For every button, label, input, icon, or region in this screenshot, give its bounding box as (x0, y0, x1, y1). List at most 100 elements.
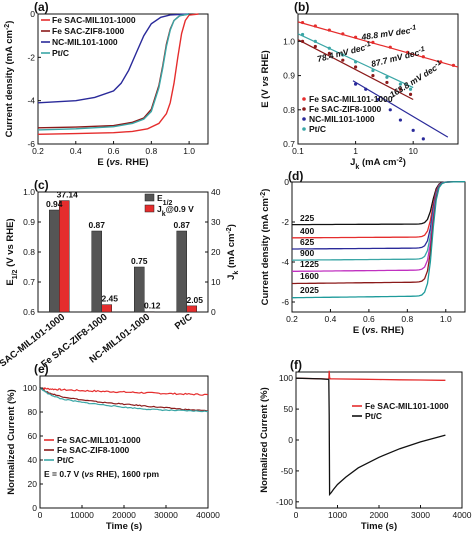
x-tick-label: 0.2 (32, 146, 44, 156)
y-tick-label: 0.7 (23, 277, 35, 287)
x-axis-label: E (vs. RHE) (97, 157, 148, 168)
y-tick-label: -6 (27, 139, 35, 149)
line-series-3 (37, 13, 190, 131)
fit-line-2 (352, 80, 449, 138)
x-tick-label: 30000 (154, 510, 178, 520)
y-axis-label-part: -2 (4, 24, 11, 30)
panel-b-frame (297, 13, 459, 145)
x-axis-label-part: E ( (353, 325, 366, 336)
scatter-point (327, 51, 331, 55)
y-axis-label-part: Current density (mA cm (260, 198, 271, 305)
category-label: Pt/C (173, 312, 195, 332)
x-tick-label: 0 (294, 510, 299, 520)
methanol-series-1 (295, 377, 446, 497)
legend-label: E1/2 (157, 193, 173, 207)
panel-f: 0 1000 2000 3000 4000 -100 -50 0 50 100(f) Normali… (259, 358, 472, 532)
bar-value-label: 2.45 (101, 294, 118, 304)
y2-tick-label: 0 (211, 307, 216, 317)
legend-label: Pt/C (309, 124, 326, 134)
rpm-curve-6 (292, 181, 465, 299)
x-tick-label: 3000 (411, 510, 430, 520)
fit-line-1 (297, 39, 414, 101)
rpm-label: 2025 (300, 285, 319, 295)
legend-label: NC-MIL101-1000 (52, 37, 118, 47)
bar-jk (144, 311, 155, 313)
x-axis-label-part: vs. (365, 325, 378, 336)
x-tick-label: 40000 (196, 510, 220, 520)
y-tick-label: -6 (281, 297, 289, 307)
rpm-label: 400 (300, 226, 314, 236)
legend-label: Pt/C (52, 48, 69, 58)
x-tick-label: 1 (353, 146, 358, 156)
legend-label: Fe SAC-MIL101-1000 (309, 94, 393, 104)
y2-axis-label: Jk (mA cm-2) (226, 224, 240, 280)
bar-value-label: 0.75 (131, 256, 148, 266)
y-tick-label: 0 (284, 177, 289, 187)
bar-jk (186, 305, 197, 313)
scatter-point (408, 92, 413, 96)
y-tick-label: 0.8 (283, 105, 295, 115)
y2-axis-label-part: k (233, 271, 240, 275)
legend-label: Pt/C (57, 455, 74, 465)
legend-label-part: E (157, 193, 163, 203)
y2-tick-label: 30 (211, 217, 221, 227)
y-tick-label: 60 (28, 431, 38, 441)
scatter-point (421, 137, 425, 141)
y2-tick-label: 20 (211, 247, 221, 257)
x-tick-label: 2000 (370, 510, 389, 520)
y-tick-label: -2 (27, 52, 35, 62)
scatter-point (398, 118, 403, 122)
y-axis-label-part: 1/2 (12, 269, 19, 279)
legend-label: Jk@0.9 V (157, 204, 194, 218)
x-tick-label: 1.0 (183, 146, 195, 156)
x-tick-label: 0.4 (325, 314, 337, 324)
bar-value-label: 0.87 (173, 220, 190, 230)
x-axis-label-part: k (355, 164, 359, 171)
legend-label-part: @0.9 V (166, 204, 194, 214)
x-axis-label-part: E ( (97, 157, 110, 168)
y-axis-label: Current density (mA cm-2) (4, 21, 16, 138)
y-axis-label: E (V vs RHE) (260, 50, 271, 108)
legend-label: Fe SAC-MIL101-1000 (57, 435, 141, 445)
bar-e12 (49, 209, 60, 313)
y-tick-label: 0.9 (23, 217, 35, 227)
y-tick-label: 0.9 (283, 71, 295, 81)
panel-tag: (c) (34, 178, 49, 192)
legend-label: Fe SAC-ZIF8-1000 (57, 445, 130, 455)
y-axis-label-part: (V vs RHE) (5, 218, 16, 269)
y2-tick-label: 40 (211, 187, 221, 197)
y-tick-label: -4 (27, 96, 35, 106)
legend-label: Fe SAC-MIL101-1000 (365, 401, 449, 411)
y2-axis-label-part: (mA cm (226, 234, 237, 271)
x-tick-label: 0 (38, 510, 43, 520)
rpm-label: 1600 (300, 271, 319, 281)
y2-axis-label-part: J (226, 275, 237, 280)
x-tick-label: 0.6 (363, 314, 375, 324)
legend-label: Pt/C (365, 411, 382, 421)
x-axis-label-part: -2 (396, 157, 402, 164)
rpm-curve-4 (292, 181, 466, 272)
scatter-point (411, 128, 415, 132)
slope-annotation-part: 48.8 mV dec (360, 25, 411, 42)
fit-line-0 (297, 21, 459, 68)
rpm-curve-1 (292, 181, 466, 239)
scatter-point (398, 87, 403, 91)
y-axis-label-part: E (5, 279, 16, 285)
scatter-point (376, 97, 381, 102)
slope-annotation-part: 87.7 mV dec (370, 47, 420, 69)
x-axis-label: E (vs. RHE) (353, 325, 404, 336)
scatter-point (398, 82, 403, 86)
legend-swatch (302, 127, 306, 131)
y-axis-label: Normalized Current (%) (6, 389, 17, 495)
legend-swatch (144, 193, 155, 202)
y-axis-label-part: Current density (mA cm (4, 30, 15, 137)
x-axis-label-part: ) (403, 157, 406, 168)
scatter-point (408, 87, 413, 91)
y-tick-label: 80 (28, 407, 38, 417)
bar-value-label: 2.05 (186, 295, 203, 305)
legend-label-part: J (157, 204, 162, 214)
y-axis-label-part: ) (260, 189, 271, 192)
x-tick-label: 1.0 (440, 314, 452, 324)
